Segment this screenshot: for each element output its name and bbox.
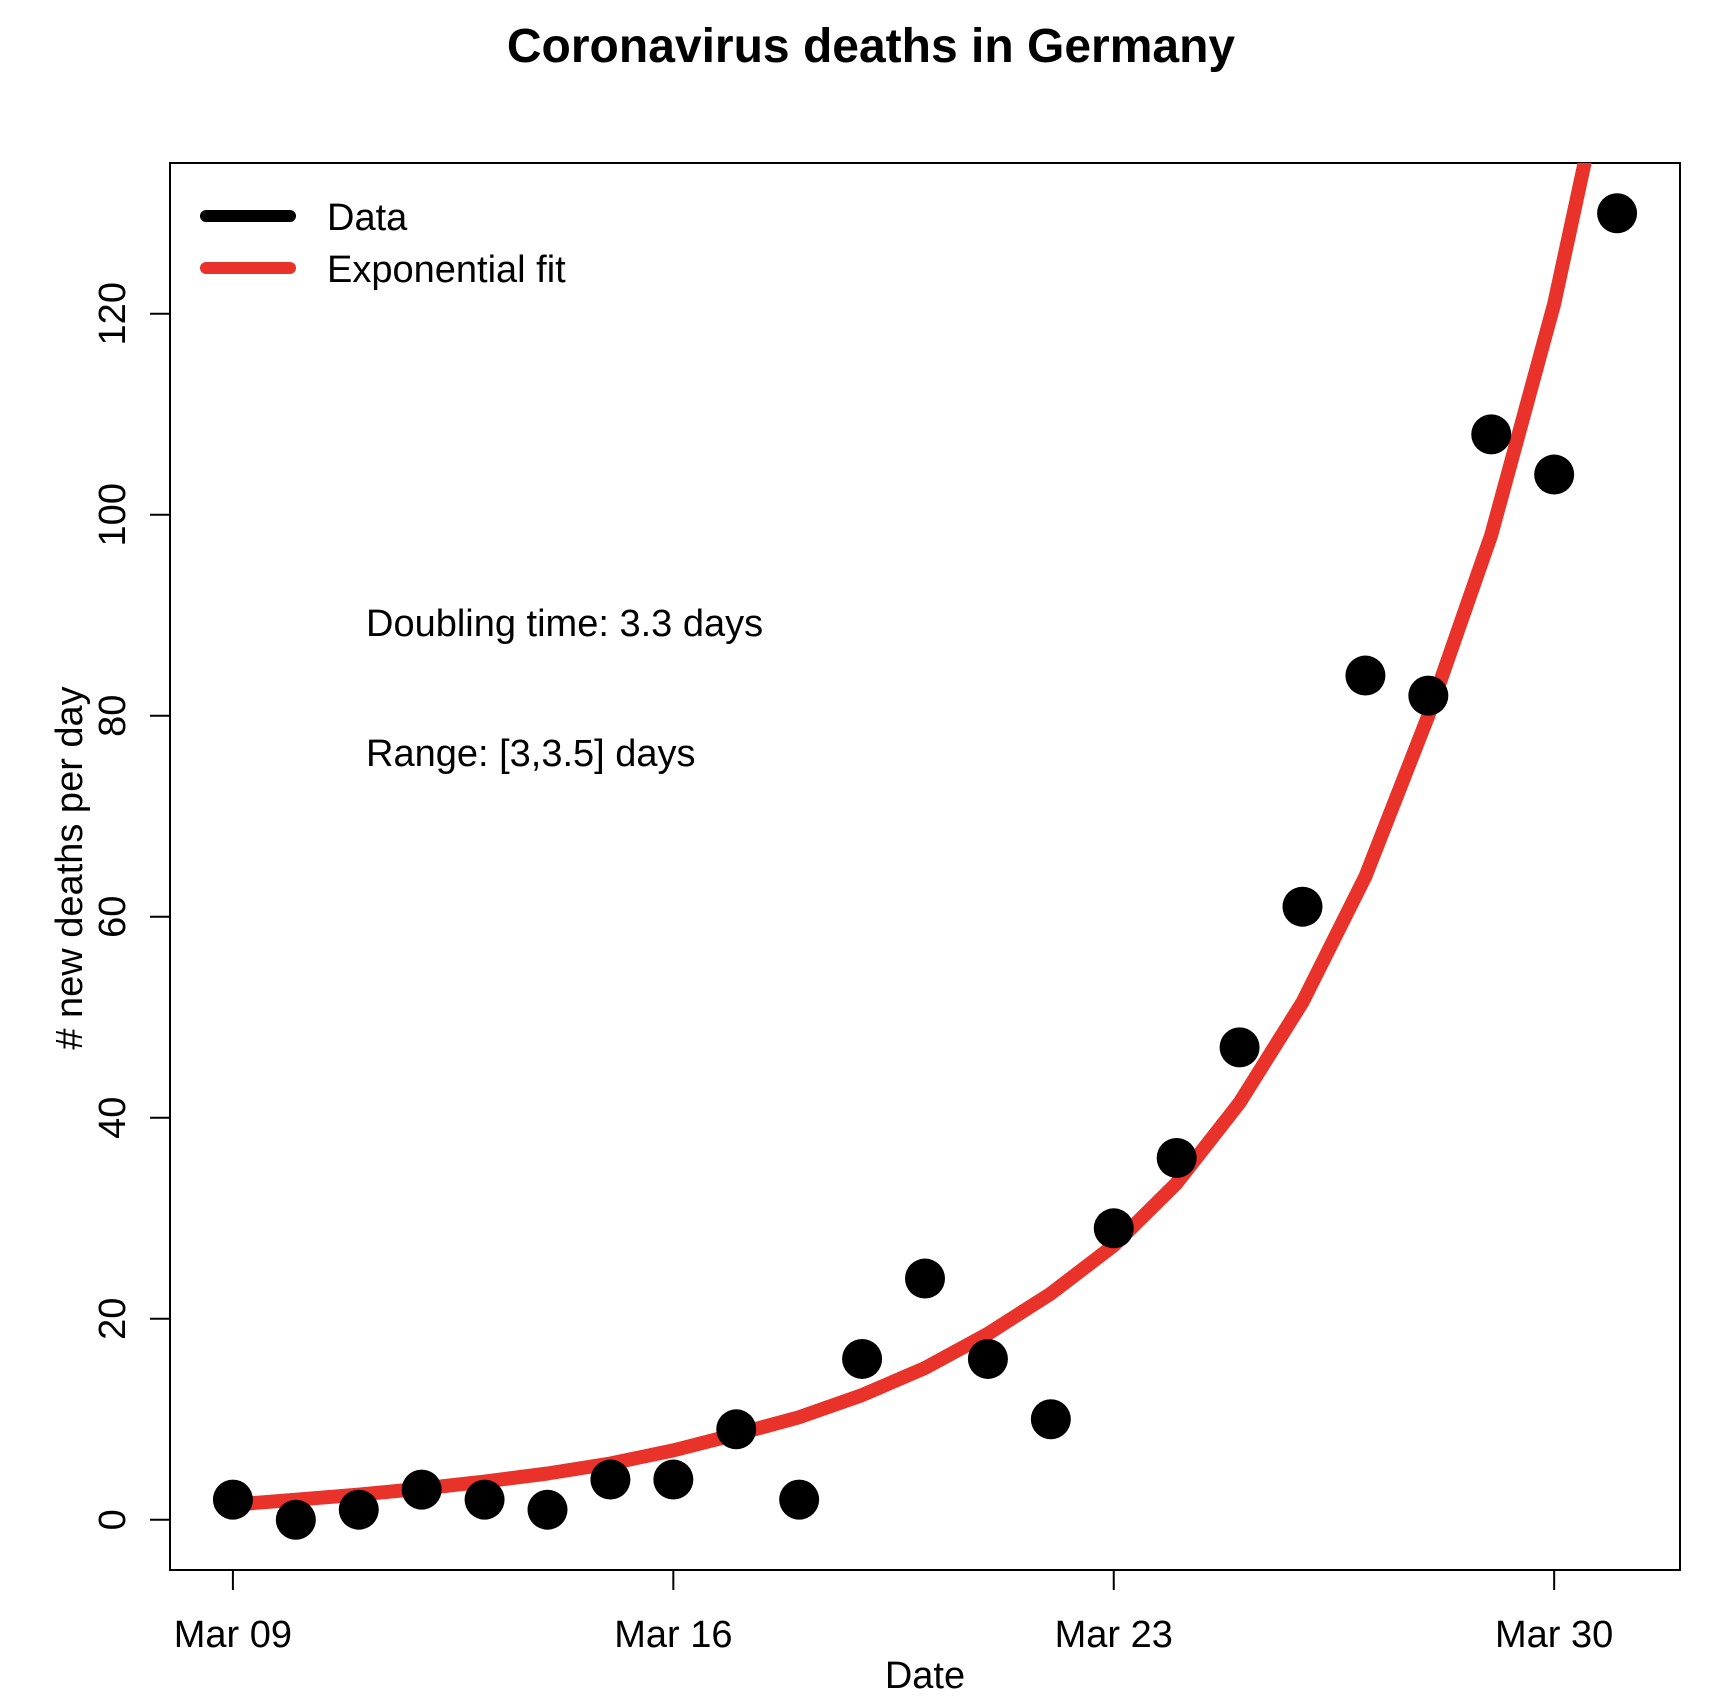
data-point (338, 1489, 379, 1530)
data-point (527, 1489, 568, 1530)
y-tick-label: 120 (92, 282, 134, 345)
fit-series (225, 163, 1592, 1512)
y-tick-label: 40 (92, 1097, 134, 1139)
data-series (212, 193, 1638, 1540)
fit-line (225, 163, 1592, 1512)
legend-label-data: Data (327, 197, 408, 239)
y-tick-label: 100 (92, 483, 134, 546)
y-tick-label: 60 (92, 896, 134, 938)
chart-title: Coronavirus deaths in Germany (507, 20, 1236, 73)
data-point (905, 1258, 945, 1299)
y-tick-label: 80 (92, 695, 134, 737)
data-point (1345, 655, 1386, 696)
legend: Data Exponential fit (200, 197, 566, 291)
data-point (401, 1469, 442, 1510)
data-point (1597, 193, 1638, 234)
data-point (212, 1479, 253, 1520)
data-point (967, 1338, 1008, 1379)
x-tick-label: Mar 09 (174, 1614, 292, 1656)
data-point (1534, 454, 1575, 495)
range-annotation: Range: [3,3.5] days (366, 733, 696, 775)
y-tick-label: 20 (92, 1298, 134, 1340)
data-point (1219, 1027, 1260, 1068)
doubling-time-annotation: Doubling time: 3.3 days (366, 603, 763, 645)
x-axis-label: Date (885, 1655, 965, 1697)
x-tick-label: Mar 23 (1055, 1614, 1173, 1656)
data-point (716, 1409, 757, 1450)
data-point (842, 1338, 883, 1379)
data-point (1156, 1137, 1197, 1178)
data-point (1408, 675, 1449, 716)
x-tick-label: Mar 30 (1495, 1614, 1613, 1656)
data-point (1282, 886, 1323, 927)
data-point (464, 1479, 505, 1520)
data-point (275, 1499, 316, 1540)
y-axis: 0 20 40 60 80 100 120 (92, 282, 170, 1530)
x-tick-label: Mar 16 (614, 1614, 732, 1656)
data-point (1093, 1208, 1134, 1249)
x-axis: Mar 09 Mar 16 Mar 23 Mar 30 (174, 1570, 1613, 1656)
data-point (653, 1459, 694, 1500)
y-axis-label: # new deaths per day (49, 686, 91, 1049)
y-tick-label: 0 (92, 1509, 134, 1530)
data-point (1471, 414, 1512, 455)
data-point (1030, 1399, 1071, 1440)
legend-label-fit: Exponential fit (327, 249, 566, 291)
plot-area-frame (169, 162, 1681, 1571)
data-point (590, 1459, 631, 1500)
data-point (779, 1479, 820, 1520)
